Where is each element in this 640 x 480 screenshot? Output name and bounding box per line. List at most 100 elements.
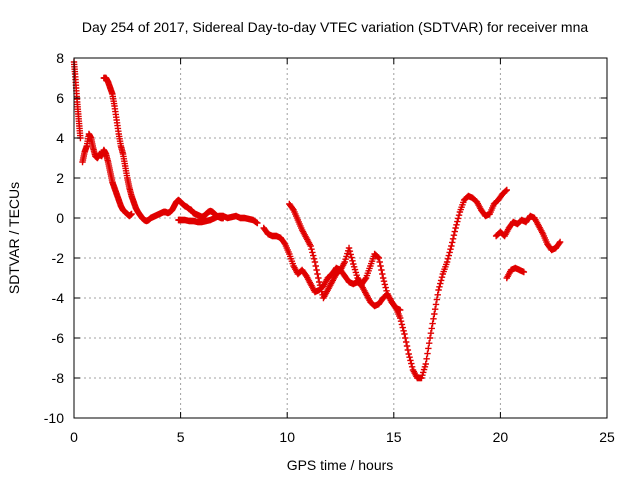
data-point xyxy=(310,255,318,262)
y-tick-label: -10 xyxy=(44,410,64,426)
data-point xyxy=(402,334,409,342)
data-point xyxy=(374,254,382,261)
y-tick-label: 8 xyxy=(56,50,64,66)
data-point xyxy=(447,246,454,253)
data-point xyxy=(437,277,445,284)
x-tick-label: 15 xyxy=(386,429,402,445)
data-point xyxy=(434,291,441,298)
data-point xyxy=(425,345,432,352)
data-point xyxy=(401,330,408,338)
data-point xyxy=(446,249,453,256)
data-point xyxy=(382,284,389,291)
data-point xyxy=(451,228,458,235)
data-point xyxy=(437,280,444,287)
y-tick-label: -8 xyxy=(52,370,65,386)
data-point xyxy=(309,249,316,256)
data-point xyxy=(307,242,314,250)
data-point xyxy=(310,252,317,259)
data-point xyxy=(450,232,458,239)
data-point xyxy=(403,342,411,350)
data-point xyxy=(362,276,369,283)
plot-frame xyxy=(73,57,608,419)
grid xyxy=(74,58,607,418)
data-point xyxy=(426,334,434,342)
data-point xyxy=(503,186,510,194)
data-point xyxy=(378,266,385,274)
data-segment xyxy=(492,212,564,254)
data-point xyxy=(431,310,438,318)
data-point xyxy=(400,327,407,334)
data-point xyxy=(556,240,563,247)
data-point xyxy=(425,340,433,347)
data-point xyxy=(396,306,404,314)
data-point xyxy=(556,238,564,246)
data-point xyxy=(502,187,510,194)
data-point xyxy=(438,274,446,281)
x-axis-label: GPS time / hours xyxy=(287,457,394,473)
data-segment xyxy=(100,74,227,225)
data-point xyxy=(379,274,387,282)
data-point xyxy=(128,210,135,218)
axis-ticks: 0 5 10 15 20 25 -10 -8 -6 -4 -2 0 2 4 6 8 xyxy=(44,50,615,445)
data-point xyxy=(379,270,386,278)
data-point xyxy=(314,270,321,278)
data-segment xyxy=(175,212,261,227)
data-point xyxy=(402,338,410,346)
data-point xyxy=(429,320,436,327)
y-tick-label: 6 xyxy=(56,90,64,106)
data-point xyxy=(399,324,406,331)
data-point xyxy=(381,281,389,288)
data-point xyxy=(431,306,439,313)
data-point xyxy=(315,278,323,286)
y-tick-label: -2 xyxy=(52,250,65,266)
data-point xyxy=(433,296,441,303)
data-point xyxy=(435,286,442,294)
data-point xyxy=(396,314,404,322)
data-point xyxy=(376,258,383,266)
data-point xyxy=(406,354,413,361)
data-point xyxy=(436,283,443,290)
data-point xyxy=(398,321,406,328)
data-point xyxy=(315,274,322,282)
data-point xyxy=(377,262,384,270)
x-tick-label: 20 xyxy=(493,429,509,445)
y-tick-label: -4 xyxy=(52,290,65,306)
data-segment xyxy=(503,264,528,282)
data-point xyxy=(448,242,455,250)
data-point xyxy=(407,357,414,364)
y-tick-label: 2 xyxy=(56,170,64,186)
data-point xyxy=(405,350,412,358)
data-point xyxy=(427,330,435,337)
data-point xyxy=(348,254,355,261)
y-tick-label: -6 xyxy=(52,330,65,346)
data-segment xyxy=(79,130,135,220)
data-point xyxy=(424,350,431,357)
data-point xyxy=(312,262,319,270)
x-tick-label: 5 xyxy=(177,429,185,445)
data-point xyxy=(254,219,261,227)
data-point xyxy=(454,218,461,225)
data-point xyxy=(520,268,528,276)
x-tick-label: 25 xyxy=(599,429,615,445)
data-point xyxy=(449,235,457,242)
data-point xyxy=(375,254,383,262)
data-point xyxy=(444,255,452,262)
data-point xyxy=(311,258,319,266)
data-point xyxy=(380,278,388,285)
data-point xyxy=(349,257,356,264)
data-point xyxy=(423,355,430,362)
data-point xyxy=(404,346,412,354)
data-point xyxy=(455,212,463,219)
data-point xyxy=(346,248,354,255)
data-point xyxy=(397,318,405,325)
chart-title: Day 254 of 2017, Sidereal Day-to-day VTE… xyxy=(82,19,588,35)
data-segment xyxy=(70,58,84,142)
data-point xyxy=(454,215,462,222)
data-point xyxy=(345,244,353,252)
data-point xyxy=(453,221,460,228)
x-tick-label: 10 xyxy=(279,429,295,445)
data-point xyxy=(432,301,440,308)
data-point xyxy=(313,266,320,274)
data-point xyxy=(430,315,437,322)
